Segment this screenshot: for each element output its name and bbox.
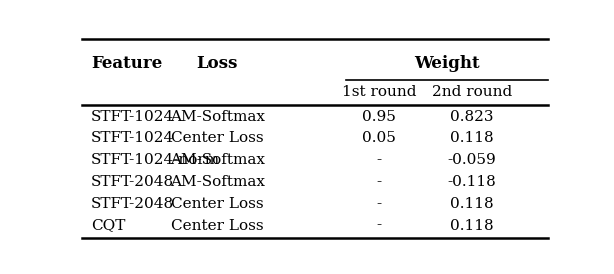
Text: -: - <box>376 175 381 189</box>
Text: 0.118: 0.118 <box>450 131 494 145</box>
Text: Center Loss: Center Loss <box>171 219 263 233</box>
Text: 0.05: 0.05 <box>362 131 396 145</box>
Text: 0.95: 0.95 <box>362 110 396 124</box>
Text: Center Loss: Center Loss <box>171 131 263 145</box>
Text: AM-Softmax: AM-Softmax <box>169 175 265 189</box>
Text: STFT-2048: STFT-2048 <box>91 175 174 189</box>
Text: 0.823: 0.823 <box>450 110 494 124</box>
Text: CQT: CQT <box>91 219 125 233</box>
Text: -0.059: -0.059 <box>448 153 496 167</box>
Text: STFT-1024-norm: STFT-1024-norm <box>91 153 220 167</box>
Text: -: - <box>376 197 381 211</box>
Text: AM-Softmax: AM-Softmax <box>169 110 265 124</box>
Text: 0.118: 0.118 <box>450 219 494 233</box>
Text: -: - <box>376 219 381 233</box>
Text: STFT-1024: STFT-1024 <box>91 131 174 145</box>
Text: 0.118: 0.118 <box>450 197 494 211</box>
Text: STFT-1024: STFT-1024 <box>91 110 174 124</box>
Text: 1st round: 1st round <box>341 85 416 99</box>
Text: -: - <box>376 153 381 167</box>
Text: Center Loss: Center Loss <box>171 197 263 211</box>
Text: Feature: Feature <box>91 55 162 72</box>
Text: STFT-2048: STFT-2048 <box>91 197 174 211</box>
Text: 2nd round: 2nd round <box>432 85 512 99</box>
Text: -0.118: -0.118 <box>448 175 496 189</box>
Text: AM-Softmax: AM-Softmax <box>169 153 265 167</box>
Text: Weight: Weight <box>414 55 480 72</box>
Text: Loss: Loss <box>196 55 238 72</box>
